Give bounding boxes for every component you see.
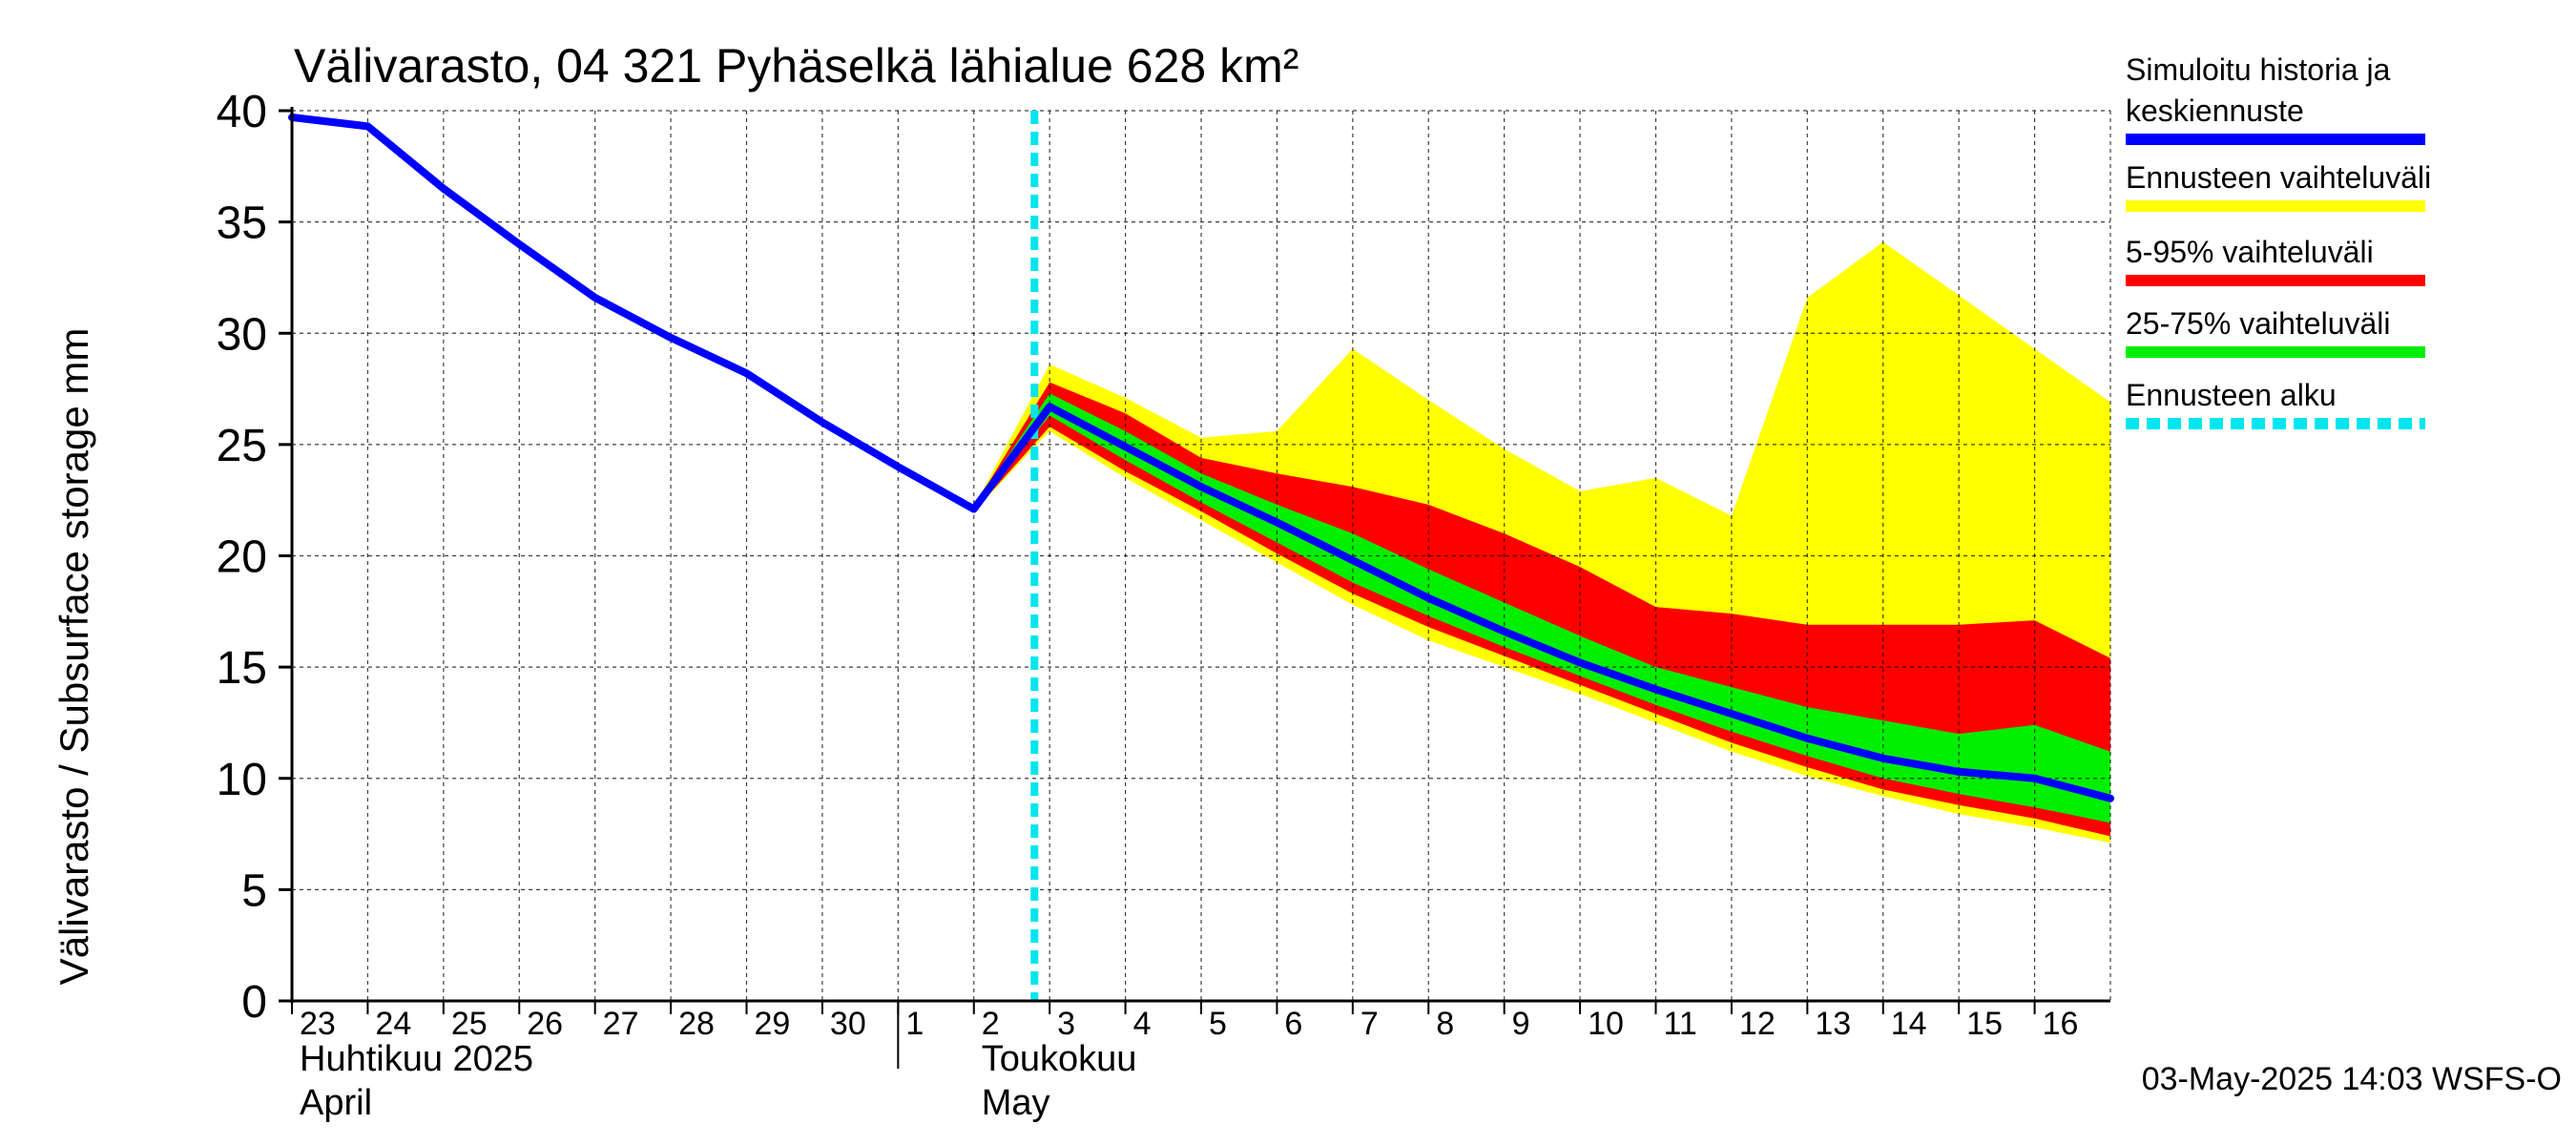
- y-tick-label: 0: [241, 977, 267, 1028]
- y-axis-label: Välivarasto / Subsurface storage mm: [52, 328, 96, 986]
- y-tick-label: 15: [217, 643, 267, 694]
- x-tick-label: 24: [375, 1006, 411, 1042]
- y-tick-label: 5: [241, 865, 267, 916]
- legend-label: 5-95% vaihteluväli: [2126, 235, 2374, 269]
- grid-lines: [291, 110, 2111, 1002]
- x-tick-label: 9: [1512, 1006, 1530, 1042]
- x-tick-label: 11: [1664, 1006, 1697, 1042]
- x-tick-label: 14: [1891, 1006, 1927, 1042]
- legend-label: keskiennuste: [2126, 94, 2304, 128]
- x-tick-label: 15: [1966, 1006, 2003, 1042]
- mean-line: [288, 113, 2114, 802]
- x-tick-label: 6: [1284, 1006, 1302, 1042]
- legend-label: Ennusteen alku: [2126, 378, 2337, 412]
- x-tick-label: 4: [1133, 1006, 1152, 1042]
- x-tick-label: 23: [300, 1006, 336, 1042]
- chart-title: Välivarasto, 04 321 Pyhäselkä lähialue 6…: [294, 39, 1298, 93]
- x-tick-label: 16: [2043, 1006, 2079, 1042]
- legend-label: 25-75% vaihteluväli: [2126, 306, 2391, 341]
- x-tick-label: 2: [982, 1006, 1000, 1042]
- x-tick-label: 27: [603, 1006, 639, 1042]
- x-tick-label: 3: [1057, 1006, 1075, 1042]
- legend-label: Ennusteen vaihteluväli: [2126, 160, 2431, 195]
- x-tick-label: 29: [755, 1006, 791, 1042]
- x-tick-label: 26: [527, 1006, 563, 1042]
- x-tick-label: 5: [1209, 1006, 1227, 1042]
- x-tick-label: 30: [830, 1006, 866, 1042]
- month-label-line2: April: [300, 1083, 372, 1123]
- y-tick-label: 30: [217, 309, 267, 360]
- x-tick-label: 12: [1739, 1006, 1776, 1042]
- x-tick-label: 13: [1815, 1006, 1851, 1042]
- y-tick-label: 20: [217, 532, 267, 583]
- legend-label: Simuloitu historia ja: [2126, 52, 2391, 87]
- x-tick-label: 25: [451, 1006, 488, 1042]
- y-tick-label: 40: [217, 87, 267, 137]
- x-tick-label: 7: [1361, 1006, 1379, 1042]
- x-tick-label: 8: [1436, 1006, 1454, 1042]
- y-tick-label: 25: [217, 421, 267, 471]
- month-label-line1: Toukokuu: [982, 1039, 1137, 1079]
- month-label-line1: Huhtikuu 2025: [300, 1039, 533, 1079]
- x-tick-label: 28: [678, 1006, 715, 1042]
- legend: Simuloitu historia ja keskiennuste Ennuste…: [2126, 52, 2431, 429]
- y-tick-labels: 0 5 10 15 20 25 30 35 40: [217, 87, 292, 1028]
- month-label-line2: May: [982, 1083, 1050, 1123]
- x-tick-label: 1: [905, 1006, 924, 1042]
- x-tick-labels: 23 24 25 26 27 28 29 30 1 2 3 4 5 6 7 8 9 10 11 12 13 14 15 16: [291, 1001, 2079, 1042]
- band-2: [973, 393, 2110, 823]
- y-tick-label: 10: [217, 755, 267, 805]
- forecast-bands: [973, 241, 2110, 843]
- series-lines: [288, 111, 2114, 1001]
- y-tick-label: 35: [217, 198, 267, 249]
- x-tick-label: 10: [1588, 1006, 1624, 1042]
- footer-timestamp: 03-May-2025 14:03 WSFS-O: [2142, 1061, 2562, 1097]
